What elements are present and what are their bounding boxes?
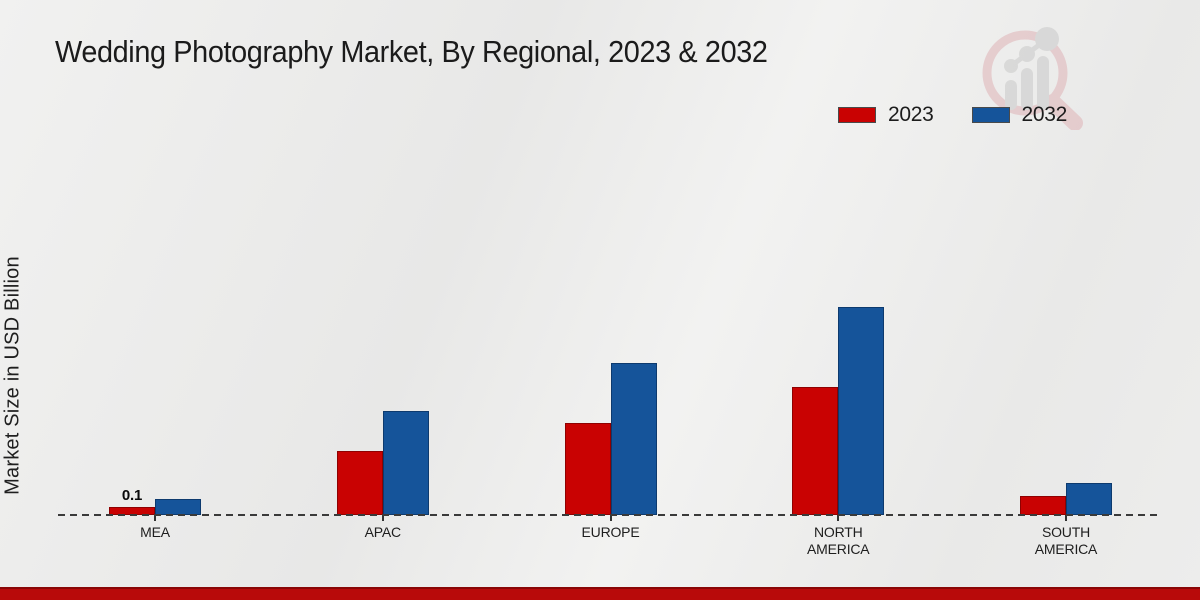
footer-accent-bar	[0, 587, 1200, 600]
legend-label-2023: 2023	[888, 103, 934, 126]
x-axis-tick-apac	[381, 515, 384, 521]
x-axis-tick-europe	[609, 515, 612, 521]
bar-2023-apac	[336, 451, 383, 515]
x-axis-tick-mea	[154, 515, 156, 521]
category-label-europe: EUROPE	[581, 524, 640, 540]
legend-label-2032: 2032	[1021, 103, 1068, 126]
legend-item-2032: 2032	[971, 103, 1068, 127]
category-label-south-america: SOUTH AMERICA	[1034, 524, 1098, 557]
bar-2023-europe	[564, 423, 611, 515]
x-axis-baseline	[58, 514, 1160, 516]
legend-swatch-2032	[971, 107, 1010, 123]
legend: 2023 2032	[838, 103, 1067, 127]
y-axis-title: Market Size in USD Billion	[1, 256, 24, 495]
bar-2023-north-america	[792, 387, 839, 515]
bar-2032-europe	[610, 363, 657, 515]
bar-2032-apac	[382, 411, 429, 515]
x-axis-tick-north-america	[837, 515, 840, 521]
data-label-2023-mea: 0.1	[121, 487, 143, 504]
category-label-apac: APAC	[364, 524, 401, 540]
magnifier-growth-chart-logo-icon	[982, 27, 1083, 130]
bar-2032-north-america	[838, 307, 885, 515]
bar-2023-south-america	[1020, 496, 1066, 515]
category-label-north-america: NORTH AMERICA	[807, 524, 870, 557]
x-axis-tick-south-america	[1065, 515, 1067, 521]
legend-item-2023: 2023	[838, 103, 934, 127]
bar-2032-south-america	[1066, 483, 1112, 515]
category-label-mea: MEA	[140, 524, 170, 540]
chart-title: Wedding Photography Market, By Regional,…	[55, 34, 768, 69]
legend-swatch-2023	[838, 107, 876, 123]
